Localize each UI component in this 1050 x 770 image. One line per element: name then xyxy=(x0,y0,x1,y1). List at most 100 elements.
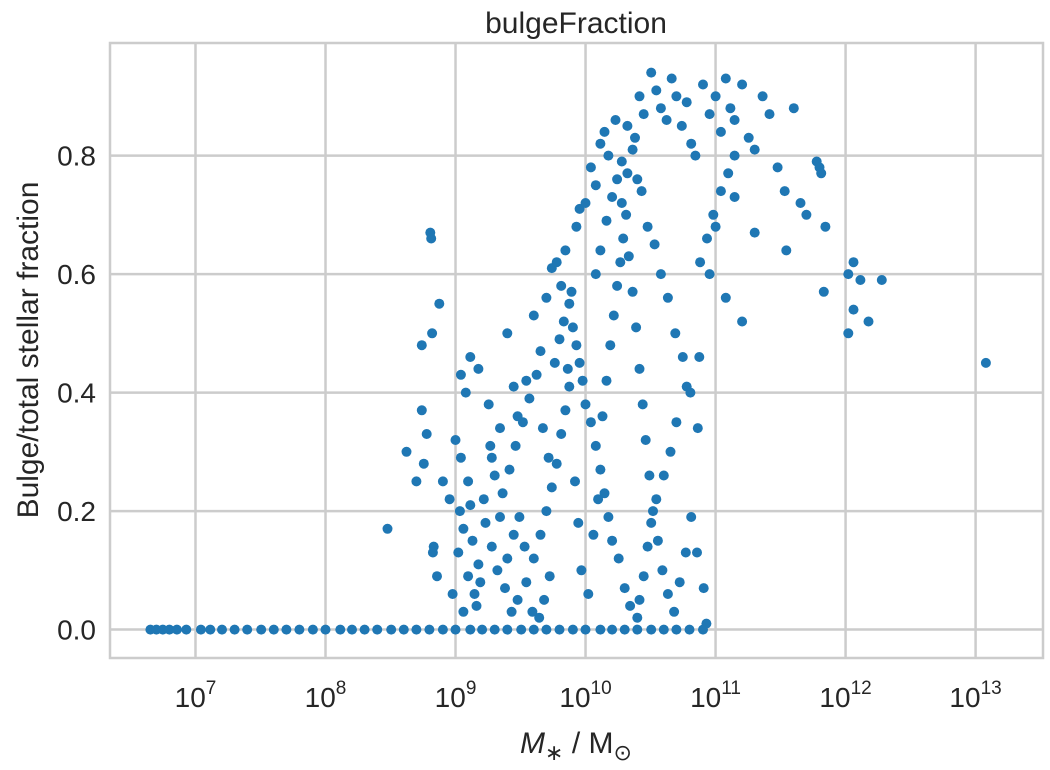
x-tick-label-2: 109 xyxy=(435,678,477,713)
data-point-0-99 xyxy=(661,115,672,125)
data-point-0-231 xyxy=(680,547,691,558)
y-tick-label-4: 0.8 xyxy=(57,141,96,172)
data-point-0-251 xyxy=(590,269,601,280)
data-point-0-180 xyxy=(492,565,503,576)
data-point-0-18 xyxy=(347,624,357,635)
data-point-0-176 xyxy=(521,577,532,588)
plot-frame xyxy=(108,41,1045,660)
data-point-0-207 xyxy=(583,589,594,599)
data-point-0-107 xyxy=(704,109,715,120)
data-point-0-192 xyxy=(504,464,515,475)
data-point-0-233 xyxy=(692,547,702,558)
data-point-0-139 xyxy=(980,357,991,368)
data-point-0-48 xyxy=(411,476,422,487)
data-point-0-171 xyxy=(551,458,562,469)
data-point-0-51 xyxy=(421,429,432,439)
x-tick-label-1: 108 xyxy=(305,678,347,713)
data-point-0-137 xyxy=(863,316,874,327)
data-point-0-163 xyxy=(580,399,591,410)
data-point-0-80 xyxy=(560,245,571,256)
data-point-0-38 xyxy=(607,624,618,635)
data-point-0-142 xyxy=(704,269,715,280)
data-point-0-133 xyxy=(848,257,859,268)
data-point-0-243 xyxy=(642,221,653,232)
data-point-0-271 xyxy=(478,494,489,505)
data-point-0-52 xyxy=(416,340,427,351)
data-point-0-126 xyxy=(710,221,721,232)
data-point-0-236 xyxy=(695,257,706,268)
data-point-0-197 xyxy=(537,423,548,434)
data-point-0-54 xyxy=(426,233,437,244)
data-point-0-79 xyxy=(556,280,567,291)
data-point-0-169 xyxy=(560,405,571,416)
data-point-0-97 xyxy=(651,85,662,96)
data-point-0-118 xyxy=(772,162,783,173)
x-tick-labels: 107 108 109 1010 1011 1012 1013 xyxy=(175,678,1002,713)
data-point-0-24 xyxy=(424,624,435,635)
data-point-0-134 xyxy=(855,275,866,285)
data-point-0-226 xyxy=(652,535,663,546)
data-point-0-238 xyxy=(708,209,719,220)
data-point-0-20 xyxy=(372,624,383,635)
data-point-0-188 xyxy=(453,547,464,558)
data-point-0-86 xyxy=(590,180,601,191)
y-tick-label-0: 0.0 xyxy=(57,615,96,646)
data-point-0-261 xyxy=(539,594,550,605)
data-point-0-161 xyxy=(590,440,601,451)
y-tick-label-3: 0.6 xyxy=(57,259,96,290)
data-point-0-37 xyxy=(595,624,606,635)
data-point-0-101 xyxy=(671,91,682,102)
data-point-0-270 xyxy=(485,440,496,451)
data-point-0-114 xyxy=(743,132,754,143)
data-point-0-125 xyxy=(820,221,831,232)
data-point-0-168 xyxy=(564,381,575,392)
data-point-0-44 xyxy=(684,624,695,635)
data-point-0-148 xyxy=(651,494,662,505)
data-point-0-151 xyxy=(638,571,649,582)
data-points xyxy=(145,67,991,635)
data-point-0-175 xyxy=(528,553,539,564)
data-point-0-227 xyxy=(657,565,668,576)
data-point-0-259 xyxy=(632,174,643,185)
x-axis-separator: / xyxy=(563,727,588,760)
data-point-0-26 xyxy=(450,624,461,635)
data-point-0-22 xyxy=(398,624,409,635)
data-point-0-269 xyxy=(489,470,500,481)
data-point-0-174 xyxy=(535,529,546,540)
x-axis-symbol-subscript: ∗ xyxy=(545,740,563,765)
data-point-0-23 xyxy=(411,624,422,635)
data-point-0-185 xyxy=(465,500,476,511)
data-point-0-31 xyxy=(516,624,527,635)
data-point-0-85 xyxy=(585,162,596,173)
data-point-0-100 xyxy=(666,73,677,84)
y-tick-labels: 0.0 0.2 0.4 0.6 0.8 xyxy=(57,141,96,646)
data-point-0-158 xyxy=(603,512,614,522)
data-point-0-68 xyxy=(486,452,497,463)
data-point-0-59 xyxy=(432,571,442,582)
data-point-0-177 xyxy=(512,594,523,605)
data-point-0-46 xyxy=(382,523,393,534)
data-point-0-228 xyxy=(662,589,673,599)
y-tick-label-1: 0.2 xyxy=(57,496,96,527)
data-point-0-252 xyxy=(595,245,606,256)
data-point-0-81 xyxy=(564,298,575,309)
data-point-0-187 xyxy=(458,523,469,534)
data-point-0-96 xyxy=(646,67,657,78)
data-point-0-257 xyxy=(622,168,633,179)
data-point-0-272 xyxy=(475,577,486,588)
data-point-0-121 xyxy=(795,198,806,208)
data-point-0-78 xyxy=(551,257,562,268)
data-point-0-250 xyxy=(692,423,703,434)
data-point-0-36 xyxy=(580,624,591,635)
data-point-0-218 xyxy=(623,251,634,262)
data-point-0-145 xyxy=(671,417,682,428)
data-point-0-104 xyxy=(686,138,697,149)
data-point-0-155 xyxy=(619,583,630,594)
data-point-0-173 xyxy=(541,506,552,517)
data-point-0-25 xyxy=(437,624,448,635)
data-point-0-105 xyxy=(690,150,701,161)
data-point-0-9 xyxy=(229,624,240,635)
data-point-0-209 xyxy=(593,494,604,505)
data-point-0-244 xyxy=(649,239,660,250)
data-point-0-84 xyxy=(580,198,591,208)
